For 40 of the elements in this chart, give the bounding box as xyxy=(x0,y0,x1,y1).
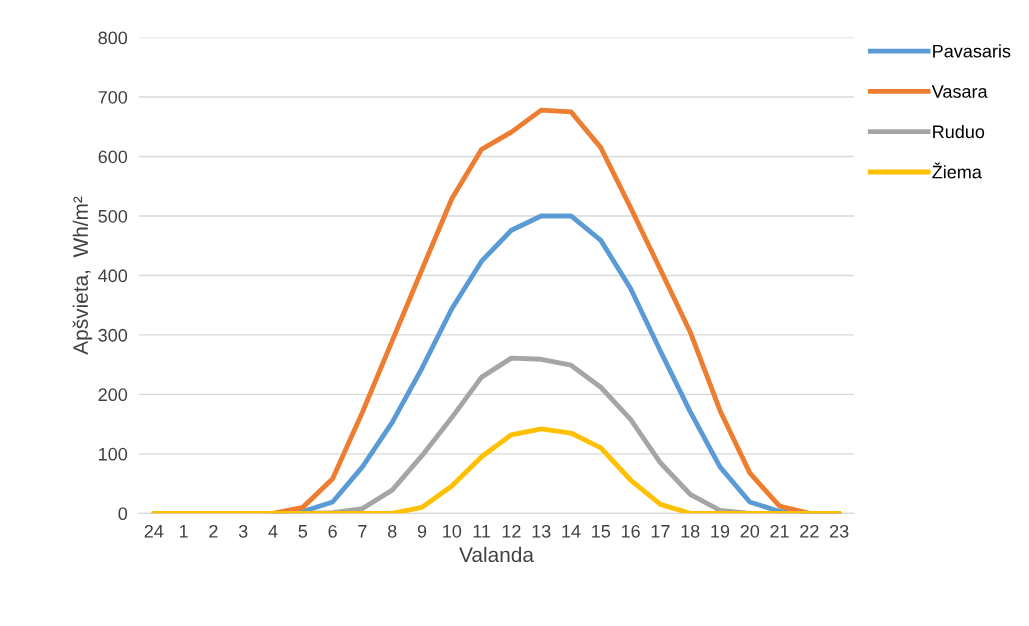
y-tick-label: 400 xyxy=(98,269,128,283)
y-axis-title: Apšvieta, Wh/m² xyxy=(72,196,93,355)
line-series xyxy=(151,426,842,514)
x-tick-label: 7 xyxy=(358,525,367,538)
y-tick-label: 800 xyxy=(98,31,128,45)
legend-label: Ruduo xyxy=(933,124,985,139)
y-tick-label: 100 xyxy=(99,447,128,461)
y-tick-label: 500 xyxy=(98,209,128,223)
x-tick-label: 8 xyxy=(387,524,397,538)
x-tick-label: 13 xyxy=(532,524,551,538)
x-tick-label: 6 xyxy=(328,524,337,538)
x-tick-label: 9 xyxy=(417,524,427,538)
x-tick-label: 24 xyxy=(144,524,164,538)
legend-label: Pavasaris xyxy=(933,44,1011,58)
x-tick-label: 17 xyxy=(651,525,670,538)
x-tick-label: 18 xyxy=(681,524,700,538)
x-tick-label: 11 xyxy=(473,525,491,538)
y-tick-label: 300 xyxy=(98,328,128,342)
x-axis-title: Valanda xyxy=(459,546,534,563)
legend-label: Žiema xyxy=(932,162,982,179)
x-tick-label: 20 xyxy=(740,524,760,538)
x-tick-label: 23 xyxy=(830,524,849,538)
x-tick-label: 1 xyxy=(179,525,188,538)
x-tick-label: 2 xyxy=(209,524,218,538)
y-tick-label: 200 xyxy=(98,388,128,402)
x-tick-label: 3 xyxy=(238,524,248,538)
y-tick-label: 700 xyxy=(98,90,128,104)
x-tick-label: 5 xyxy=(298,525,308,538)
x-tick-label: 4 xyxy=(268,525,278,538)
legend-label: Vasara xyxy=(931,85,988,98)
y-tick-label: 0 xyxy=(118,507,128,521)
x-tick-label: 15 xyxy=(592,525,611,538)
y-tick-label: 600 xyxy=(98,150,128,164)
x-tick-label: 19 xyxy=(711,524,730,538)
x-tick-label: 10 xyxy=(443,524,462,538)
x-tick-label: 14 xyxy=(562,525,581,538)
x-tick-label: 22 xyxy=(800,524,819,538)
x-tick-label: 16 xyxy=(621,524,640,538)
x-tick-label: 12 xyxy=(502,524,521,538)
x-tick-label: 21 xyxy=(770,524,789,538)
